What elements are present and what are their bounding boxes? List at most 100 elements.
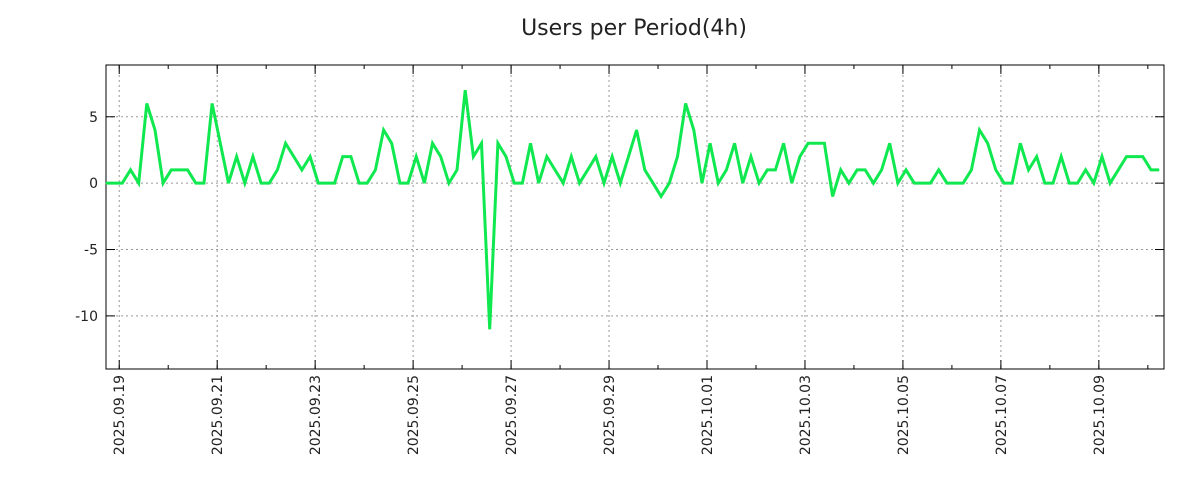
data-point [913,182,915,184]
data-point [146,102,148,104]
data-point [1093,182,1095,184]
data-point [946,182,948,184]
data-point [938,169,940,171]
data-point [905,169,907,171]
data-point [611,156,613,158]
data-point [1019,142,1021,144]
data-point [872,182,874,184]
data-point [260,182,262,184]
data-point [807,142,809,144]
data-point [766,169,768,171]
data-point [636,129,638,131]
data-point [930,182,932,184]
data-point [758,182,760,184]
data-point [693,129,695,131]
data-point [358,182,360,184]
data-point [415,156,417,158]
data-point [554,169,556,171]
data-point [562,182,564,184]
data-point [399,182,401,184]
data-point [1134,156,1136,158]
data-point [276,169,278,171]
plot-area [106,65,1164,369]
data-point [709,142,711,144]
data-point [105,182,107,184]
x-tick-label: 2025.09.29 [602,375,618,455]
data-point [317,182,319,184]
data-point [530,142,532,144]
data-point [823,142,825,144]
y-tick-label: 0 [89,176,98,192]
data-point [774,169,776,171]
x-tick-label: 2025.09.25 [406,375,422,455]
data-point [1117,169,1119,171]
data-point [995,169,997,171]
x-tick-label: 2025.09.19 [112,375,128,455]
x-tick-label: 2025.10.09 [1092,375,1108,455]
data-point [211,102,213,104]
data-point [546,156,548,158]
data-point [407,182,409,184]
data-point [578,182,580,184]
data-point [121,182,123,184]
data-point [440,156,442,158]
data-point [154,129,156,131]
data-point [701,182,703,184]
data-point [505,156,507,158]
data-point [1076,182,1078,184]
data-point [799,156,801,158]
data-point [570,156,572,158]
x-tick-label: 2025.10.01 [700,375,716,455]
data-point [391,142,393,144]
data-point [1044,182,1046,184]
data-point [881,169,883,171]
data-point [244,182,246,184]
data-point [138,182,140,184]
x-tick-label: 2025.09.21 [210,375,226,455]
x-tick-label: 2025.10.07 [994,375,1010,455]
data-point [644,169,646,171]
data-point [1011,182,1013,184]
data-point [538,182,540,184]
data-point [472,156,474,158]
data-point [864,169,866,171]
x-tick-label: 2025.09.23 [308,375,324,455]
data-point [366,182,368,184]
data-point [856,169,858,171]
data-point [227,182,229,184]
data-point [954,182,956,184]
data-point [301,169,303,171]
data-point [652,182,654,184]
data-point [456,169,458,171]
data-point [187,169,189,171]
data-point [1068,182,1070,184]
data-point [848,182,850,184]
data-point [750,156,752,158]
data-point [236,156,238,158]
data-point [162,182,164,184]
data-point [897,182,899,184]
data-point [815,142,817,144]
data-point [464,89,466,91]
data-point [325,182,327,184]
data-point [113,182,115,184]
data-point [170,169,172,171]
data-point [423,182,425,184]
data-point [1101,156,1103,158]
chart-title: Users per Period(4h) [521,16,747,41]
plot-frame [105,64,1165,370]
data-point [685,102,687,104]
data-point [742,182,744,184]
data-point [783,142,785,144]
data-point [962,182,964,184]
data-point [497,142,499,144]
data-point [1085,169,1087,171]
data-point [840,169,842,171]
data-point [195,182,197,184]
data-point [374,169,376,171]
data-point [1052,182,1054,184]
data-point [660,195,662,197]
data-point [979,129,981,131]
data-point [448,182,450,184]
